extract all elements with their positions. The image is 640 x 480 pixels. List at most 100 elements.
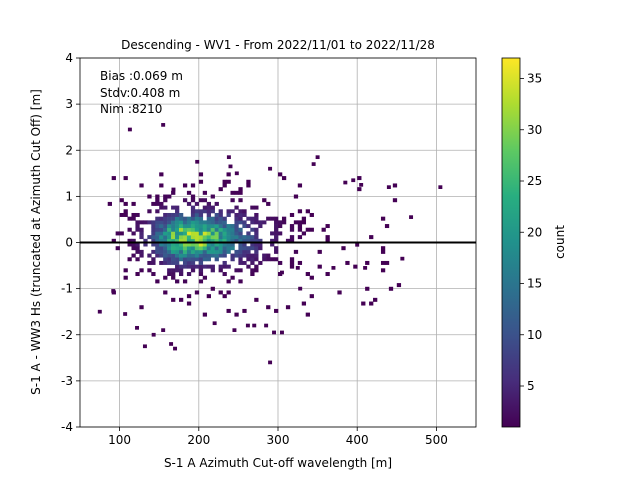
heatmap-bin [171, 188, 175, 192]
heatmap-bin [227, 246, 231, 250]
heatmap-bin [116, 246, 120, 250]
heatmap-bin [274, 309, 278, 313]
heatmap-bin [254, 298, 258, 302]
heatmap-bin [135, 250, 139, 254]
heatmap-bin [139, 220, 143, 224]
y-tick-label: -2 [61, 328, 73, 342]
heatmap-bin [203, 313, 207, 317]
heatmap-bin [139, 235, 143, 239]
colorbar-tick-label: 30 [527, 123, 542, 137]
heatmap-bin [171, 254, 175, 258]
heatmap-bin [203, 246, 207, 250]
heatmap-bin [155, 220, 159, 224]
heatmap-bin [169, 342, 173, 346]
heatmap-bin [199, 261, 203, 265]
heatmap-bin [139, 305, 143, 309]
heatmap-bin [152, 333, 156, 337]
heatmap-bin [131, 213, 135, 217]
heatmap-bin [183, 246, 187, 250]
heatmap-bin [296, 266, 300, 270]
heatmap-bin [254, 235, 258, 239]
heatmap-bin [108, 202, 112, 206]
heatmap-bin [242, 213, 246, 217]
heatmap-bin [175, 250, 179, 254]
heatmap-bin [215, 220, 219, 224]
heatmap-bin [219, 265, 223, 269]
heatmap-bin [219, 231, 223, 235]
heatmap-bin [191, 228, 195, 232]
heatmap-bin [120, 198, 124, 202]
heatmap-bin [264, 324, 268, 328]
heatmap-bin [207, 228, 211, 232]
heatmap-bin [230, 224, 234, 228]
heatmap-bin [230, 276, 234, 280]
heatmap-bin [227, 224, 231, 228]
heatmap-bin [227, 180, 231, 184]
heatmap-bin [171, 231, 175, 235]
heatmap-bin [223, 254, 227, 258]
heatmap-bin [195, 254, 199, 258]
heatmap-bin [238, 268, 242, 272]
colorbar: 5101520253035 count [502, 58, 567, 427]
heatmap-bin [365, 287, 369, 291]
heatmap-bin [155, 279, 159, 283]
heatmap-bin [298, 224, 302, 228]
heatmap-bin [211, 254, 215, 258]
heatmap-bin [215, 250, 219, 254]
heatmap-bin [365, 261, 369, 265]
heatmap-bin [234, 220, 238, 224]
heatmap-bin [211, 265, 215, 269]
heatmap-bin [187, 254, 191, 258]
heatmap-bin [213, 321, 217, 325]
heatmap-bin [183, 235, 187, 239]
heatmap-bin [278, 220, 282, 224]
heatmap-bin [151, 261, 155, 265]
heatmap-bin [195, 228, 199, 232]
heatmap-bin [373, 298, 377, 302]
heatmap-bin [238, 217, 242, 221]
heatmap-bin [195, 220, 199, 224]
heatmap-bin [254, 206, 258, 210]
x-tick-label: 200 [187, 433, 210, 447]
heatmap-bin [191, 206, 195, 210]
heatmap-bin [175, 246, 179, 250]
heatmap-bin [280, 271, 284, 275]
heatmap-bin [230, 198, 234, 202]
heatmap-bin [167, 224, 171, 228]
heatmap-bin [195, 290, 199, 294]
heatmap-bin [322, 228, 326, 232]
heatmap-bin [171, 268, 175, 272]
y-tick-label: 4 [65, 51, 73, 65]
heatmap-bin [139, 183, 143, 187]
heatmap-bin [254, 265, 258, 269]
heatmap-bin [219, 228, 223, 232]
heatmap-bin [230, 228, 234, 232]
heatmap-bin [195, 217, 199, 221]
heatmap-bin [278, 261, 282, 265]
heatmap-bin [310, 228, 314, 232]
heatmap-bin [155, 231, 159, 235]
heatmap-bin [219, 217, 223, 221]
heatmap-bin [298, 235, 302, 239]
heatmap-bin [310, 213, 314, 217]
heatmap-bin [254, 268, 258, 272]
heatmap-bin [290, 257, 294, 261]
heatmap-bin [159, 224, 163, 228]
heatmap-bin [131, 217, 135, 221]
heatmap-bin [242, 246, 246, 250]
heatmap-bin [389, 287, 393, 291]
heatmap-bin [135, 220, 139, 224]
heatmap-bin [203, 235, 207, 239]
heatmap-bin [234, 217, 238, 221]
heatmap-bin [199, 217, 203, 221]
x-tick-label: 500 [425, 433, 448, 447]
heatmap-bin [179, 257, 183, 261]
heatmap-bin [163, 257, 167, 261]
heatmap-bin [381, 246, 385, 250]
heatmap-bin [223, 261, 227, 265]
heatmap-bin [254, 217, 258, 221]
heatmap-bin [381, 268, 385, 272]
heatmap-bin [173, 347, 177, 351]
heatmap-bin [179, 298, 183, 302]
heatmap-bin [195, 250, 199, 254]
